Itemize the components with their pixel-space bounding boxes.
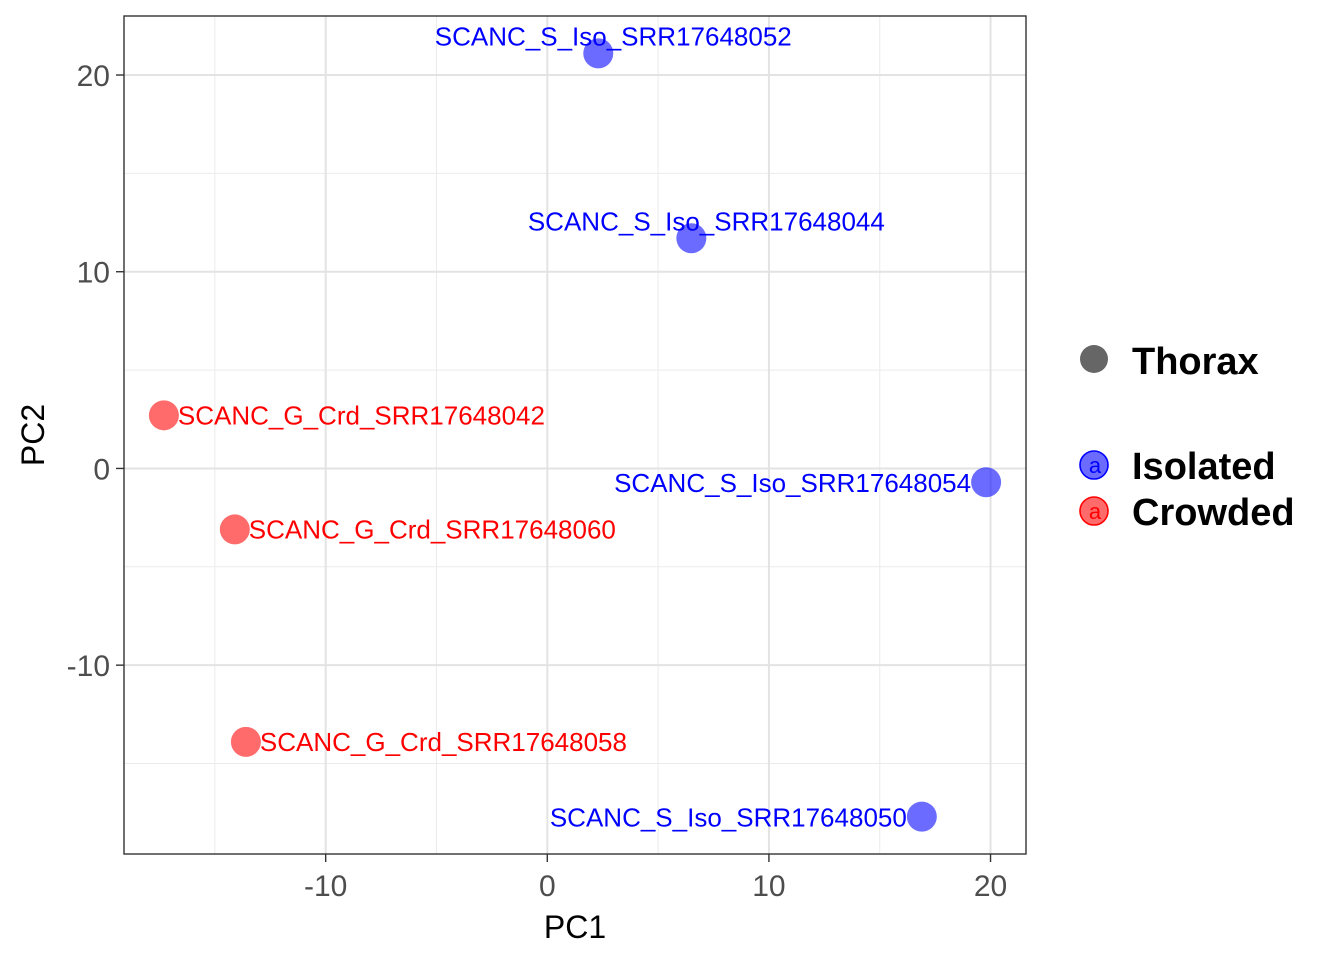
data-point-label: SCANC_S_Iso_SRR17648044 — [528, 206, 885, 236]
y-tick-label: 10 — [77, 257, 110, 290]
x-tick-label: -10 — [304, 870, 347, 903]
data-point-label: SCANC_G_Crd_SRR17648060 — [249, 514, 616, 544]
data-point — [906, 801, 937, 832]
legend-groups: a Isolated a Crowded — [1079, 446, 1295, 534]
data-point-label: SCANC_S_Iso_SRR17648052 — [435, 21, 792, 51]
x-tick-label: 0 — [539, 870, 556, 903]
y-axis-title: PC2 — [15, 404, 51, 466]
legend-crowded-key — [1079, 496, 1109, 526]
minor-gridlines — [124, 16, 1026, 854]
legend-crowded-key-glyph: a — [1089, 499, 1102, 524]
x-axis-title: PC1 — [544, 909, 606, 945]
legend: Thorax a Isolated a Crowded — [1079, 341, 1295, 534]
data-points — [148, 38, 1002, 832]
data-point-labels: SCANC_S_Iso_SRR17648052 SCANC_S_Iso_SRR17… — [178, 21, 971, 832]
data-point — [148, 400, 179, 431]
x-tick-label: 10 — [752, 870, 785, 903]
legend-isolated-key-glyph: a — [1089, 453, 1102, 478]
legend-crowded-label: Crowded — [1132, 492, 1295, 534]
legend-isolated-key — [1079, 450, 1109, 480]
legend-thorax-label: Thorax — [1132, 341, 1259, 383]
y-tick-label: 20 — [77, 60, 110, 93]
x-tick-label: 20 — [974, 870, 1007, 903]
legend-thorax-key — [1080, 345, 1108, 373]
x-axis-ticks: -10 0 10 20 — [304, 854, 1007, 903]
data-point-label: SCANC_G_Crd_SRR17648042 — [178, 400, 545, 430]
data-point-label: SCANC_G_Crd_SRR17648058 — [260, 727, 627, 757]
panel-border — [123, 15, 1027, 855]
data-point — [219, 514, 250, 545]
y-axis-ticks: -10 0 10 20 — [67, 60, 124, 683]
major-gridlines — [124, 16, 1026, 854]
data-point — [676, 223, 707, 254]
legend-isolated-label: Isolated — [1132, 446, 1276, 488]
y-tick-label: -10 — [67, 650, 110, 683]
data-point-label: SCANC_S_Iso_SRR17648050 — [550, 803, 907, 833]
data-point — [583, 38, 614, 69]
data-point — [971, 467, 1002, 498]
data-point-label: SCANC_S_Iso_SRR17648054 — [614, 468, 971, 498]
data-point — [230, 726, 261, 757]
y-tick-label: 0 — [93, 453, 110, 486]
